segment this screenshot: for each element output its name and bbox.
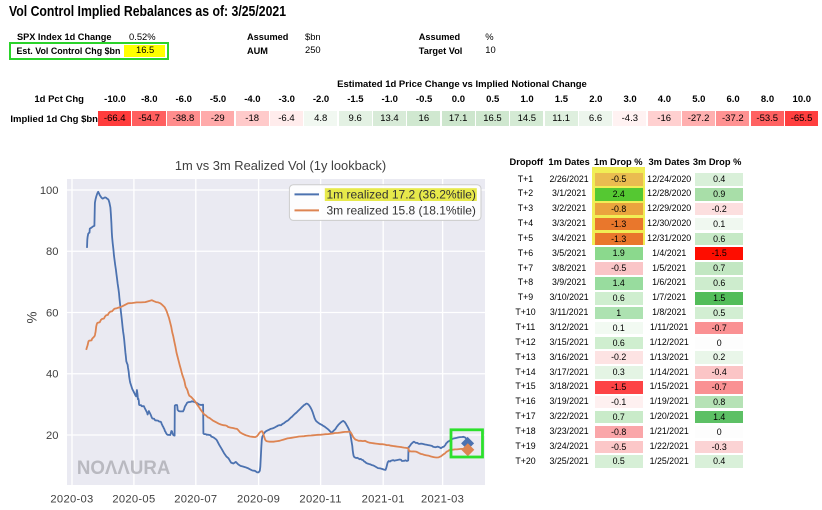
svg-text:1m vs 3m Realized Vol (1y look: 1m vs 3m Realized Vol (1y lookback) <box>175 158 386 173</box>
svg-text:2020-11: 2020-11 <box>299 494 341 506</box>
svg-text:2021-01: 2021-01 <box>362 494 405 506</box>
svg-text:40: 40 <box>46 369 58 381</box>
svg-text:2020-05: 2020-05 <box>112 494 155 506</box>
svg-text:60: 60 <box>46 307 58 319</box>
svg-text:80: 80 <box>46 246 58 258</box>
svg-text:2021-03: 2021-03 <box>421 494 464 506</box>
svg-text:%: % <box>25 311 40 323</box>
svg-text:2020-07: 2020-07 <box>174 494 217 506</box>
svg-text:1m realized 17.2 (36.2%tile): 1m realized 17.2 (36.2%tile) <box>327 188 476 202</box>
svg-text:2020-09: 2020-09 <box>237 494 280 506</box>
svg-text:2020-03: 2020-03 <box>50 494 93 506</box>
svg-text:20: 20 <box>46 430 58 442</box>
svg-text:NOΛΛURA: NOΛΛURA <box>77 458 171 479</box>
svg-text:3m realized 15.8 (18.1%tile): 3m realized 15.8 (18.1%tile) <box>327 204 476 218</box>
svg-text:100: 100 <box>40 185 59 197</box>
